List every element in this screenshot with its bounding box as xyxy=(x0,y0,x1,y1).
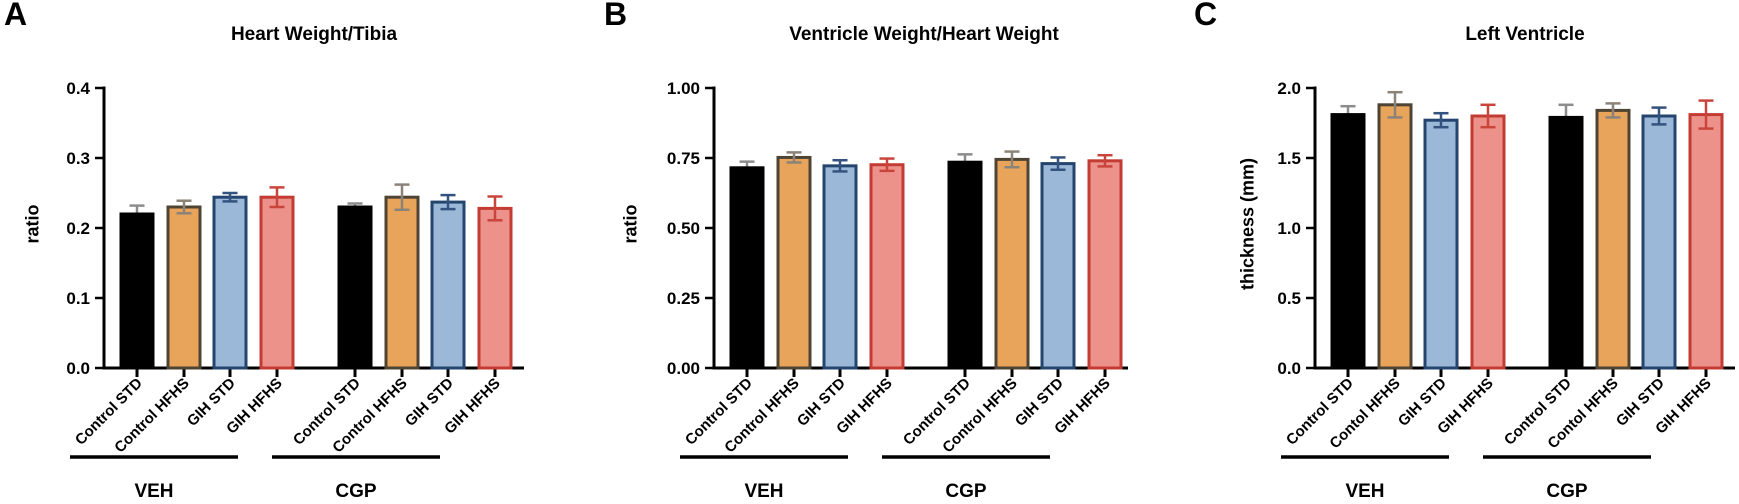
group-label: CGP xyxy=(945,481,987,502)
y-tick-label: 2.0 xyxy=(1277,79,1301,98)
bar-cgp-control-std xyxy=(947,160,983,370)
y-tick-label: 0.25 xyxy=(667,289,700,308)
bar-cgp-gih-std xyxy=(430,200,466,370)
panel-letter-a: A xyxy=(4,0,28,32)
bar-cgp-control-hfhs xyxy=(994,157,1030,370)
y-tick-label: 0.50 xyxy=(667,219,700,238)
y-tick-label: 1.5 xyxy=(1277,149,1301,168)
bar-veh-gih-hfhs xyxy=(259,195,295,370)
bar-veh-control-hfhs xyxy=(166,205,202,370)
bar-veh-contol-hfhs xyxy=(1377,103,1413,370)
y-tick-label: 1.00 xyxy=(667,79,700,98)
bar-veh-gih-hfhs xyxy=(869,163,905,370)
y-tick-label: 0.1 xyxy=(66,289,90,308)
y-tick-label: 0.2 xyxy=(66,219,90,238)
y-tick-label: 0.00 xyxy=(667,359,700,378)
bar-cgp-gih-hfhs xyxy=(477,206,513,370)
y-tick-label: 0.0 xyxy=(66,359,90,378)
group-label: CGP xyxy=(1546,481,1588,502)
y-tick-label: 0.5 xyxy=(1277,289,1301,308)
bar-cgp-gih-hfhs xyxy=(1087,159,1123,370)
bar-veh-control-std xyxy=(1330,113,1366,370)
panel-b: B Ventricle Weight/Heart Weight ratio 0.… xyxy=(562,0,1128,504)
bar-cgp-gih-std xyxy=(1040,162,1076,370)
bar-veh-gih-std xyxy=(822,164,858,370)
bar-veh-control-hfhs xyxy=(776,155,812,370)
bar-cgp-gih-std xyxy=(1641,114,1677,370)
y-tick-label: 0.0 xyxy=(1277,359,1301,378)
bar-veh-gih-std xyxy=(1423,118,1459,370)
group-label: VEH xyxy=(744,481,783,502)
chart-title-a: Heart Weight/Tibia xyxy=(230,24,398,45)
bar-veh-gih-hfhs xyxy=(1470,114,1506,370)
y-tick-label: 0.3 xyxy=(66,149,90,168)
chart-title-b: Ventricle Weight/Heart Weight xyxy=(789,24,1059,45)
chart-title-c: Left Ventricle xyxy=(1465,24,1585,45)
y-tick-label: 0.75 xyxy=(667,149,700,168)
bar-veh-control-std xyxy=(729,166,765,370)
group-label: CGP xyxy=(335,481,377,502)
bar-cgp-control-std xyxy=(1548,115,1584,370)
bar-veh-gih-std xyxy=(212,195,248,370)
group-label: VEH xyxy=(1345,481,1384,502)
panel-letter-b: B xyxy=(604,0,628,32)
group-label: VEH xyxy=(134,481,173,502)
bar-cgp-gih-hfhs xyxy=(1688,113,1724,370)
bar-cgp-control-hfhs xyxy=(384,195,420,370)
panel-c: C Left Ventricle thickness (mm) 0.0 0.5 1.… xyxy=(1128,0,1739,504)
y-tick-label: 0.4 xyxy=(66,79,90,98)
y-tick-label: 1.0 xyxy=(1277,219,1301,238)
bar-cgp-contol-hfhs xyxy=(1595,108,1631,370)
panel-letter-c: C xyxy=(1194,0,1218,32)
bar-veh-control-std xyxy=(119,212,155,370)
bar-cgp-control-std xyxy=(337,205,373,370)
panel-a: A Heart Weight/Tibia ratio 0.0 0.1 0.2 0.3 0… xyxy=(0,0,562,504)
